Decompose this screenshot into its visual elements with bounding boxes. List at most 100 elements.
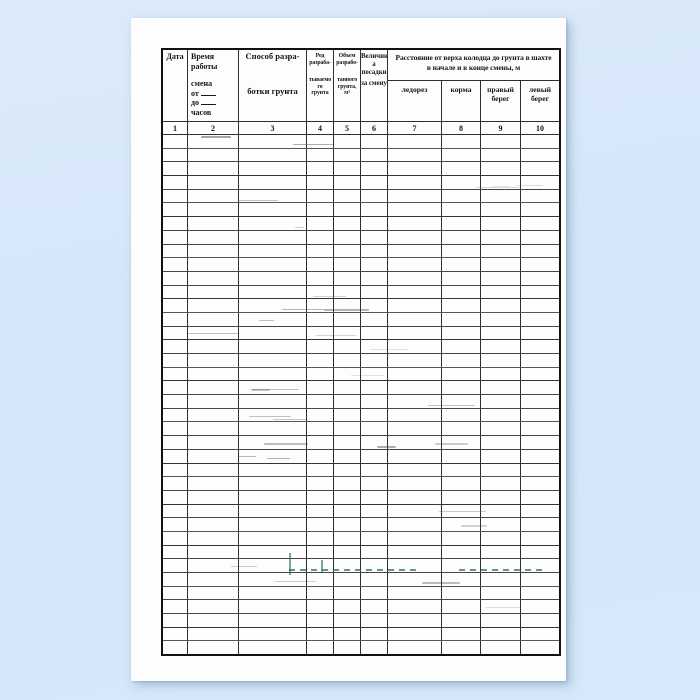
body-cell [163,217,188,230]
table-row [163,258,559,272]
body-cell [188,545,239,559]
body-cell [521,641,559,654]
table-row [163,490,559,505]
body-cell [361,230,388,244]
body-cell [442,135,481,148]
body-cell [361,614,388,627]
body-cell [239,463,307,477]
body-cell [163,408,188,422]
body-cell [521,464,559,477]
body-cell [239,135,307,148]
body-cell [442,148,481,162]
body-cell [239,312,307,326]
body-cell [188,436,239,449]
body-cell [163,271,188,285]
spacer [239,61,306,87]
body-cell [188,217,239,230]
header-label-from: от [191,89,237,99]
body-cell [334,244,361,258]
body-cell [307,627,334,641]
body-cell [307,354,334,367]
body-cell [361,586,388,600]
header-col-soil-type: Род разраба- тываемо го грунта [307,50,334,121]
body-cell [481,600,521,614]
body-cell [388,354,442,367]
group-title-line: в начале и в конце смены, м [426,62,521,72]
body-cell [239,230,307,244]
header-col-soil-volume: Объем разрабо- танного грунта, м³ [334,50,361,121]
body-cell [481,354,521,367]
body-cell [361,148,388,162]
body-cell [188,189,239,203]
body-cell [188,614,239,627]
body-cell [361,258,388,271]
body-cell [521,149,559,162]
body-cell [307,189,334,203]
body-cell [361,463,388,477]
body-cell [307,422,334,436]
body-cell [334,586,361,600]
body-cell [481,176,521,189]
body-cell [388,230,442,244]
table-row [163,367,559,382]
body-cell [442,518,481,531]
body-cell [163,641,188,655]
body-cell [481,189,521,203]
body-cell [442,189,481,203]
table-row [163,573,559,587]
body-cell [442,244,481,258]
body-cell [388,436,442,449]
body-cell [334,573,361,586]
body-cell [521,286,559,299]
body-cell [307,518,334,531]
body-cell [442,340,481,353]
body-cell [521,436,559,449]
body-cell [307,381,334,395]
header-label: часов [191,107,212,117]
body-cell [481,135,521,148]
body-cell [361,545,388,559]
body-cell [361,573,388,586]
header-col-work-time: Время работы смена от до часов [188,50,239,121]
body-cell [163,490,188,504]
body-cell [307,203,334,217]
body-cell [307,449,334,463]
body-cell [521,546,559,559]
body-cell [481,545,521,559]
table-row [163,600,559,615]
body-cell [361,395,388,408]
group-title: Расстояние от верха колодца до грунта в … [388,50,559,81]
header-col-left-bank: левый берег [528,85,552,103]
body-cell [388,408,442,422]
body-cell [239,477,307,490]
body-cell [334,271,361,285]
table-row [163,422,559,437]
table-row [163,162,559,177]
body-cell [442,627,481,641]
body-cell [361,504,388,518]
column-number: 1 [163,122,188,134]
body-cell [188,326,239,340]
body-cell [188,518,239,531]
body-cell [239,545,307,559]
body-cell [163,176,188,189]
body-cell [188,422,239,436]
body-cell [442,477,481,490]
body-cell [188,203,239,217]
table-row [163,586,559,601]
table-row [163,230,559,245]
body-cell [481,641,521,655]
table-row [163,244,559,259]
body-cell [361,244,388,258]
body-cell [307,367,334,381]
body-cell [521,258,559,271]
body-cell [442,531,481,545]
body-cell [481,258,521,271]
body-cell [481,436,521,449]
header-label: за смену [361,80,387,88]
body-cell [521,368,559,381]
table-row [163,395,559,409]
body-cell [521,354,559,367]
body-cell [361,189,388,203]
body-cell [521,450,559,463]
